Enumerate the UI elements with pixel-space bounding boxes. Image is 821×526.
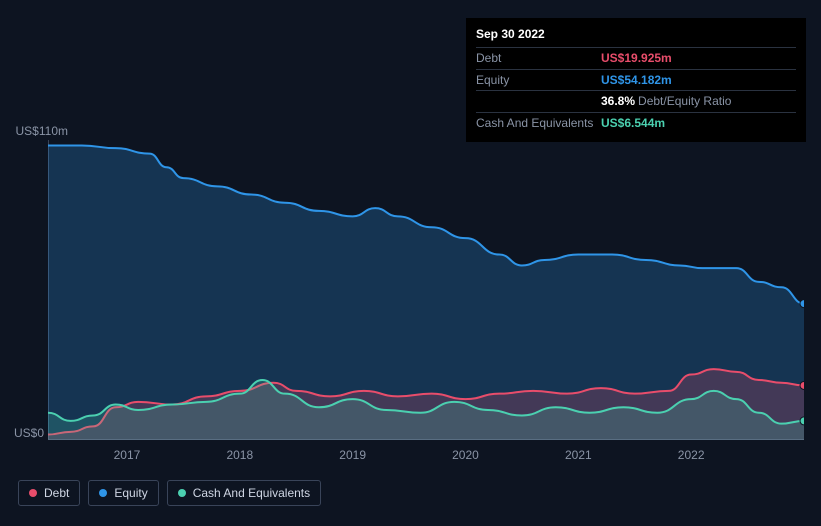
legend: Debt Equity Cash And Equivalents	[18, 480, 321, 506]
tooltip-label: Debt	[476, 50, 601, 67]
x-axis-tick: 2019	[339, 448, 366, 462]
tooltip-value: US$6.544m	[601, 115, 796, 132]
x-axis-tick: 2021	[565, 448, 592, 462]
tooltip-row: EquityUS$54.182m	[476, 69, 796, 91]
legend-label: Equity	[114, 486, 147, 500]
x-axis-tick: 2020	[452, 448, 479, 462]
legend-item-equity[interactable]: Equity	[88, 480, 158, 506]
legend-dot	[178, 489, 186, 497]
legend-label: Cash And Equivalents	[193, 486, 310, 500]
tooltip-value: 36.8%Debt/Equity Ratio	[601, 93, 796, 110]
tooltip-label: Cash And Equivalents	[476, 115, 601, 132]
legend-item-debt[interactable]: Debt	[18, 480, 80, 506]
area-chart	[48, 140, 804, 440]
tooltip-value: US$54.182m	[601, 72, 796, 89]
chart-tooltip: Sep 30 2022 DebtUS$19.925mEquityUS$54.18…	[466, 18, 806, 142]
y-axis-max-label: US$110m	[8, 124, 68, 138]
x-axis-tick: 2022	[678, 448, 705, 462]
y-axis-min-label: US$0	[8, 426, 44, 440]
equity-end-marker	[800, 300, 804, 308]
x-axis-tick: 2017	[114, 448, 141, 462]
chart-container: US$110m US$0 201720182019202020212022	[18, 140, 804, 440]
legend-dot	[29, 489, 37, 497]
tooltip-row: 36.8%Debt/Equity Ratio	[476, 90, 796, 112]
tooltip-date: Sep 30 2022	[476, 26, 796, 47]
tooltip-row: Cash And EquivalentsUS$6.544m	[476, 112, 796, 134]
legend-item-cash-and-equivalents[interactable]: Cash And Equivalents	[167, 480, 321, 506]
debt-end-marker	[800, 381, 804, 389]
x-axis-tick: 2018	[226, 448, 253, 462]
tooltip-value: US$19.925m	[601, 50, 796, 67]
tooltip-label	[476, 93, 601, 110]
tooltip-row: DebtUS$19.925m	[476, 47, 796, 69]
legend-label: Debt	[44, 486, 69, 500]
tooltip-label: Equity	[476, 72, 601, 89]
cash-end-marker	[800, 417, 804, 425]
legend-dot	[99, 489, 107, 497]
